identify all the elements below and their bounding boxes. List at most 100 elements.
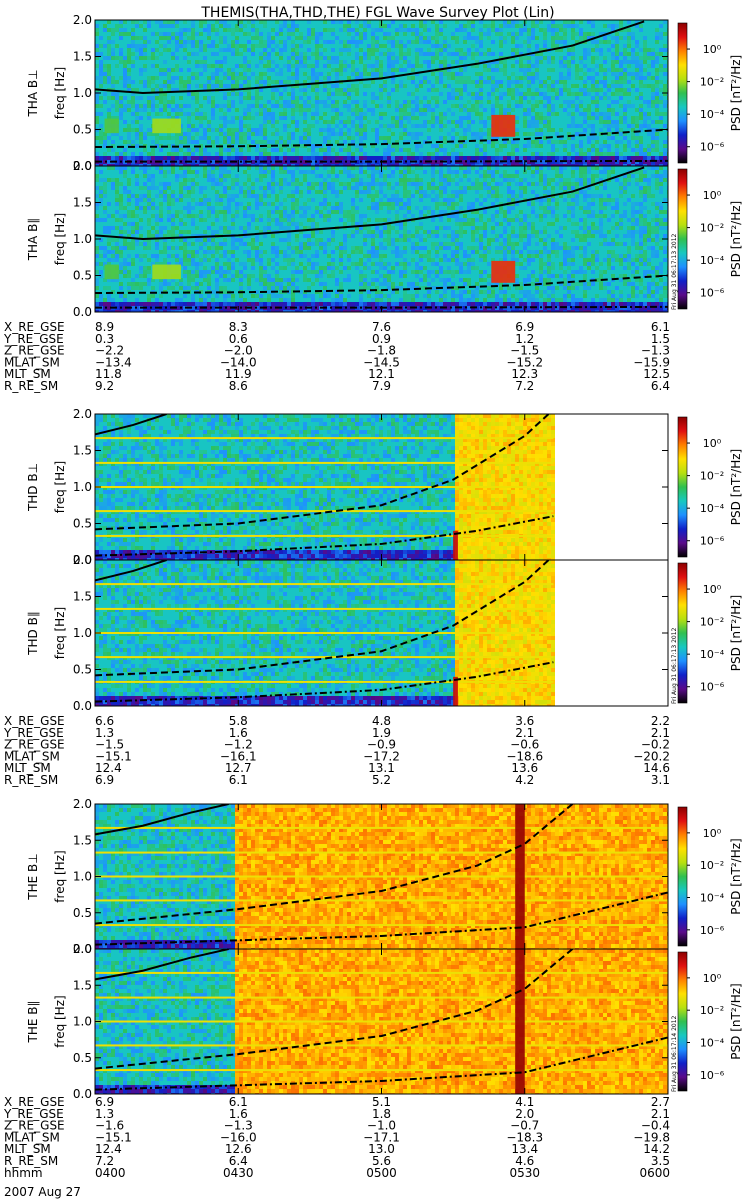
ephemeris-value: −18.3 (506, 1130, 543, 1144)
ephemeris-value: 6.1 (651, 320, 670, 334)
cyclotron-line-solid (95, 20, 645, 95)
ephemeris-table-thd: X_RE_GSE 6.6 5.8 4.8 3.6 2.2 Y_RE_GSE 1.3 1.6 1.9… (3, 714, 670, 787)
colorbar (677, 562, 688, 704)
spectrogram-cells (95, 166, 668, 312)
ephemeris-value: 6.1 (229, 1095, 248, 1109)
ephemeris-label: MLT_SM (4, 761, 51, 775)
colorbar-tick-label: 10⁻² (700, 616, 724, 629)
probe-groups: 0.0 0.5 1.0 1.5 2.0 THA B⊥ freq [Hz] 10⁰ 10⁻² 10⁻… (3, 13, 743, 1180)
y-tick-label: 2.0 (73, 553, 92, 567)
ephemeris-value: 5.6 (372, 1154, 391, 1168)
ephemeris-value: −13.4 (95, 355, 132, 369)
harmonic-band (95, 924, 668, 927)
wave-event (152, 118, 181, 134)
spectrogram-panel-tha-par: 0.0 0.5 1.0 1.5 2.0 THA B∥ freq [Hz] 10⁰ 10⁻² 10⁻… (26, 159, 743, 319)
ephemeris-value: −14.0 (220, 355, 257, 369)
y-axis-label: freq [Hz] (53, 995, 67, 1047)
harmonic-band (95, 1020, 668, 1023)
ephemeris-value: 1.5 (651, 332, 670, 346)
ephemeris-value: −20.2 (633, 749, 670, 763)
ephemeris-value: 6.9 (95, 1095, 114, 1109)
colorbar-tick-label: 10⁰ (703, 189, 722, 202)
wave-event (515, 804, 525, 949)
y-tick-label: 1.0 (73, 626, 92, 640)
ephemeris-value: 1.2 (515, 332, 534, 346)
panel-label: THA B⊥ (26, 69, 40, 117)
panel-label: THE B⊥ (26, 853, 40, 900)
wave-event (491, 260, 516, 283)
harmonic-band (95, 607, 554, 610)
y-tick-label: 2.0 (73, 13, 92, 27)
ephemeris-label: MLT_SM (4, 367, 51, 381)
ephemeris-value: 6.9 (95, 773, 114, 787)
ephemeris-value: 7.2 (515, 379, 534, 393)
ephemeris-value: 0430 (223, 1166, 254, 1180)
ephemeris-value: −1.5 (510, 344, 539, 358)
y-tick-label: 0.0 (73, 305, 92, 319)
y-axis-label: freq [Hz] (53, 607, 67, 659)
ephemeris-value: 3.1 (651, 773, 670, 787)
cyclotron-line-dashed (95, 560, 550, 677)
ephemeris-value: 11.8 (95, 367, 122, 381)
harmonic-band (95, 583, 554, 586)
ephemeris-label: MLAT_SM (4, 1130, 60, 1144)
ephemeris-value: −1.6 (95, 1119, 124, 1133)
ephemeris-value: 4.1 (515, 1095, 534, 1109)
spectrogram-panel-thd-perp: 0.0 0.5 1.0 1.5 2.0 THD B⊥ freq [Hz] 10⁰ 10⁻² 10⁻… (26, 407, 743, 567)
ephemeris-value: 11.9 (225, 367, 252, 381)
y-tick-label: 2.0 (73, 942, 92, 956)
cyclotron-line-solid (95, 804, 229, 836)
y-tick-label: 0.0 (73, 699, 92, 713)
harmonic-band (95, 437, 554, 440)
harmonic-band (95, 1069, 668, 1072)
ephemeris-label: Z_RE_GSE (4, 344, 65, 358)
ephemeris-value: 12.6 (225, 1142, 252, 1156)
date-label: 2007 Aug 27 (4, 1185, 81, 1199)
ephemeris-value: 0530 (509, 1166, 540, 1180)
ephemeris-value: 0.3 (95, 332, 114, 346)
ephemeris-value: 13.1 (368, 761, 395, 775)
colorbar-tick-label: 10⁻⁴ (700, 254, 725, 267)
ephemeris-value: 3.6 (515, 714, 534, 728)
panel-label: THD B∥ (26, 611, 40, 656)
colorbar-label: PSD [nT²/Hz] (729, 595, 743, 671)
ephemeris-label: X_RE_GSE (4, 1095, 65, 1109)
ephemeris-value: −1.8 (367, 344, 396, 358)
ephemeris-value: −16.0 (220, 1130, 257, 1144)
ephemeris-label: Y_RE_GSE (3, 332, 64, 346)
ephemeris-value: 7.9 (372, 379, 391, 393)
ephemeris-value: 6.4 (229, 1154, 248, 1168)
ephemeris-value: 2.1 (515, 726, 534, 740)
probe-group-tha: 0.0 0.5 1.0 1.5 2.0 THA B⊥ freq [Hz] 10⁰ 10⁻² 10⁻… (3, 13, 743, 393)
colorbar (677, 951, 688, 1092)
colorbar-label: PSD [nT²/Hz] (729, 449, 743, 525)
ephemeris-value: −1.2 (224, 738, 253, 752)
ephemeris-value: 0400 (95, 1166, 126, 1180)
spectrogram-cells (95, 949, 668, 1094)
ephemeris-value: 1.6 (229, 726, 248, 740)
y-tick-label: 0.5 (73, 663, 92, 677)
y-tick-label: 0.0 (73, 942, 92, 956)
ephemeris-value: 3.5 (651, 1154, 670, 1168)
harmonic-band (95, 461, 554, 464)
y-tick-label: 2.0 (73, 797, 92, 811)
cyclotron-line-solid (95, 949, 229, 981)
ephemeris-value: −1.3 (224, 1119, 253, 1133)
wave-event (104, 118, 119, 134)
timestamp-stamp: Fri Aug 31 06:17:13 2012 (671, 627, 678, 704)
colorbar-tick-label: 10⁻⁴ (700, 108, 725, 121)
y-tick-label: 1.5 (73, 590, 92, 604)
harmonic-band (95, 1044, 668, 1047)
harmonic-band (95, 875, 668, 878)
ephemeris-value: −15.9 (633, 355, 670, 369)
ephemeris-value: 0600 (639, 1166, 670, 1180)
ephemeris-value: 14.6 (643, 761, 670, 775)
spectrogram-panel-tha-perp: 0.0 0.5 1.0 1.5 2.0 THA B⊥ freq [Hz] 10⁰ 10⁻² 10⁻… (26, 13, 743, 173)
ephemeris-value: 1.6 (229, 1107, 248, 1121)
panel-label: THE B∥ (26, 1001, 40, 1044)
cyclotron-line-solid (95, 166, 645, 241)
ephemeris-value: 2.1 (651, 726, 670, 740)
ephemeris-value: 12.4 (95, 761, 122, 775)
cyclotron-line-solid (95, 414, 167, 436)
